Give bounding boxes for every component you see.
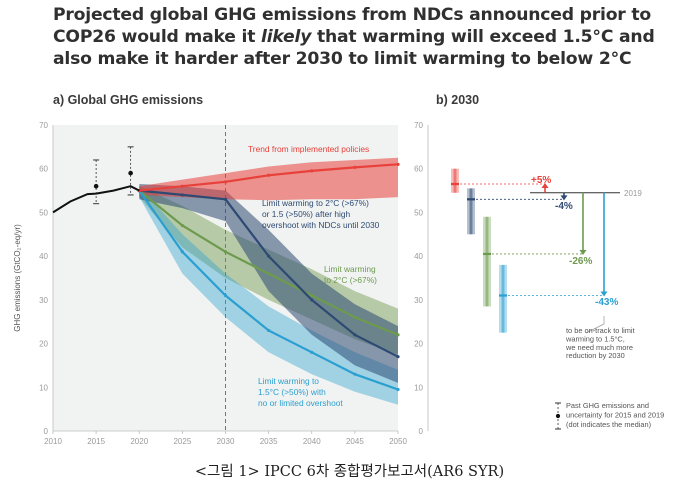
note-1-pointer [585,316,605,334]
change-label-two_deg: -26% [569,256,592,267]
change-arrow-head-one_five [600,291,608,297]
change-arrow-head-ndc [560,195,568,201]
panel-a-y-tick-10: 10 [39,383,48,392]
panel-a-y-tick-70: 70 [39,121,48,130]
reference-2019-label: 2019 [624,189,642,198]
panel-b-y-tick-10: 10 [414,383,423,392]
note-1-line-3: we need much more [565,343,633,352]
series-policies-point-2050 [396,162,400,166]
change-label-one_five: -43% [595,297,618,308]
series-policies-point-2040 [310,169,314,173]
annotation-two-deg-line-2: to 2°C (>67%) [324,275,377,285]
change-arrow-head-policies [541,183,549,189]
annotation-one-five-line-1: Limit warming to [258,376,319,386]
panel-a-y-tick-0: 0 [44,427,49,436]
panel-a-y-tick-50: 50 [39,208,48,217]
series-two_deg-point-2030 [223,250,228,254]
figure-caption: <그림 1> IPCC 6차 종합평가보고서(AR6 SYR) [194,464,505,480]
series-ndc-point-2025 [180,193,184,197]
panel-b-y-tick-40: 40 [414,252,423,261]
panel-a-x-tick-2025: 2025 [173,437,191,446]
series-one_five-point-2040 [310,350,314,354]
panel-a-title: a) Global GHG emissions [53,93,204,107]
panel-a-x-tick-2030: 2030 [217,437,235,446]
series-one_five-range-band [139,186,399,405]
series-policies-point-2045 [353,165,357,170]
panel-a-x-tick-2015: 2015 [87,437,105,446]
range-bar-core-two_deg [485,216,489,307]
series-policies-point-2025 [180,184,184,188]
panel-b-y-tick-70: 70 [414,121,423,130]
series-ndc-point-2030 [223,197,228,201]
series-policies-point-2035 [267,173,271,177]
series-one_five-point-2050 [396,387,400,392]
panel-a-x-tick-2045: 2045 [346,437,364,446]
series-two_deg-point-2040 [310,293,314,298]
panel-a-y-tick-30: 30 [39,296,48,305]
title-emphasis: likely [261,27,312,47]
note-1-line-1: to be on-track to limit [566,326,635,335]
chart-title: Projected global GHG emissions from NDCs… [53,4,693,70]
series-one_five-point-2030 [223,293,228,298]
panel-a-x-tick-2010: 2010 [44,437,62,446]
annotation-two-deg-line-1: Limit warming [324,264,376,274]
annotation-one-five-line-3: no or limited overshoot [258,398,343,408]
panel-a-x-tick-2035: 2035 [260,437,278,446]
title-part-1: Projected global GHG emissions from NDCs… [53,5,651,47]
range-bar-core-ndc [469,188,473,235]
range-bar-core-policies [453,168,457,193]
panel-a-y-axis-label: GHG emissions (GtCO₂-eq/yr) [13,224,22,332]
panel-b-title: b) 2030 [436,93,480,107]
legend-note-line-2: uncertainty for 2015 and 2019 [566,411,664,420]
panel-a-x-tick-2020: 2020 [130,437,148,446]
range-bar-core-one_five [501,264,505,333]
series-two_deg-point-2035 [267,272,271,276]
annotation-ndc-line-3: overshoot with NDCs until 2030 [262,220,380,230]
panel-b-y-tick-20: 20 [414,340,423,349]
panel-a-y-tick-40: 40 [39,252,48,261]
annotation-one-five-line-2: 1.5°C (>50%) with [258,387,326,397]
annotation-ndc-line-1: Limit warming to 2°C (>67%) [262,198,369,208]
legend-marker-median-dot [555,413,561,419]
panel-a-x-tick-2050: 2050 [389,437,407,446]
legend-note-line-3: (dot indicates the median) [566,420,651,429]
series-one_five-point-2025 [180,250,184,254]
change-label-policies: +5% [531,175,551,186]
annotation-policies: Trend from implemented policies [248,144,369,154]
series-two_deg-point-2050 [396,333,400,337]
panel-b-y-tick-50: 50 [414,208,423,217]
series-two_deg-point-2045 [353,315,357,319]
panel-a-x-tick-2040: 2040 [303,437,321,446]
series-ndc-range-band [139,184,399,383]
series-ndc-point-2035 [267,254,271,258]
series-ndc-point-2045 [353,333,357,337]
panel-a-y-tick-20: 20 [39,340,48,349]
panel-b-y-tick-30: 30 [414,296,423,305]
note-1-line-2: warming to 1.5°C, [565,334,625,343]
change-arrow-head-two_deg [579,249,587,255]
annotation-ndc-line-2: or 1.5 (>50%) after high [262,209,351,219]
series-one_five-point-2045 [353,372,357,376]
legend-note-line-1: Past GHG emissions and [566,401,649,410]
panel-b-y-tick-0: 0 [419,427,424,436]
panel-b-y-tick-60: 60 [414,165,423,174]
uncertainty-marker-2015-median-dot [93,183,99,189]
change-label-ndc: -4% [555,201,573,212]
series-policies-point-2030 [223,180,228,184]
series-ndc-point-2040 [310,298,314,302]
note-1-line-4: reduction by 2030 [566,351,625,360]
title-part-2: that warming will exceed 1.5°C and also … [53,27,655,69]
series-ndc-point-2050 [396,355,400,359]
uncertainty-marker-2019-median-dot [128,170,133,176]
panel-a-y-tick-60: 60 [39,165,48,174]
series-two_deg-point-2025 [180,223,184,228]
series-one_five-point-2035 [267,328,271,333]
